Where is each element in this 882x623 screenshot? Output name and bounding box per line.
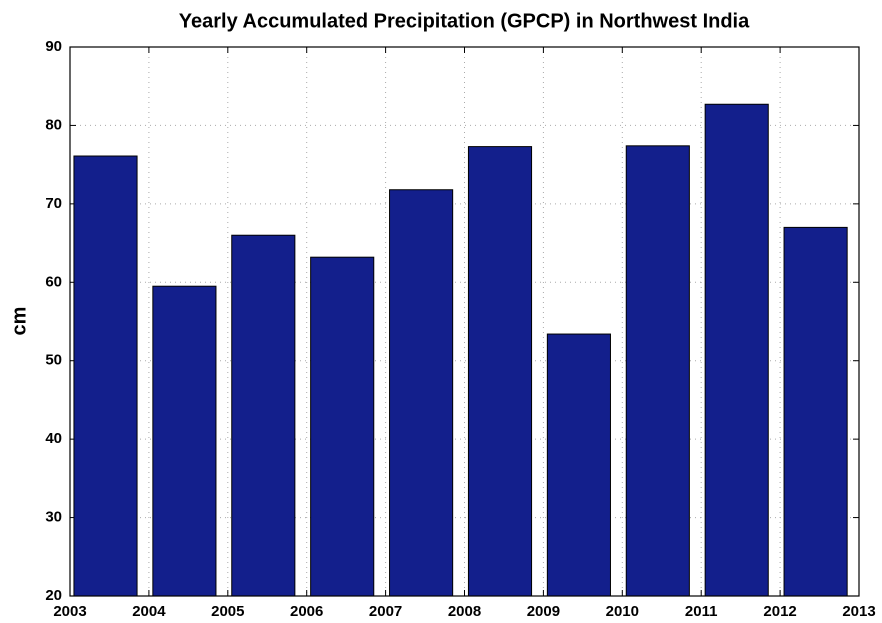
- bar: [546, 333, 611, 597]
- y-tick-label: 90: [45, 38, 62, 55]
- y-tick-label: 70: [45, 195, 62, 212]
- bar: [310, 256, 375, 597]
- x-tick-label: 2012: [763, 603, 796, 620]
- x-tick-label: 2004: [132, 603, 166, 620]
- y-tick-label: 60: [45, 273, 62, 290]
- bar: [467, 146, 533, 597]
- y-tick-label: 20: [45, 587, 62, 604]
- chart-title: Yearly Accumulated Precipitation (GPCP) …: [179, 10, 750, 32]
- y-tick-label: 50: [45, 352, 62, 369]
- bar: [73, 155, 138, 597]
- bar: [389, 189, 454, 597]
- y-tick-label: 80: [45, 116, 62, 133]
- x-tick-label: 2007: [369, 603, 402, 620]
- bar: [152, 285, 217, 597]
- x-tick-label: 2010: [606, 603, 639, 620]
- bar: [231, 234, 296, 597]
- y-axis-label: cm: [8, 307, 30, 336]
- x-tick-label: 2005: [211, 603, 244, 620]
- x-tick-label: 2013: [842, 603, 875, 620]
- x-tick-label: 2011: [685, 603, 718, 620]
- y-tick-label: 30: [45, 509, 62, 526]
- plot-frame: [69, 46, 860, 597]
- bar: [625, 145, 690, 597]
- x-tick-label: 2008: [448, 603, 481, 620]
- bar: [783, 226, 848, 597]
- bar: [704, 103, 769, 597]
- x-tick-label: 2006: [290, 603, 323, 620]
- x-tick-label: 2009: [527, 603, 560, 620]
- y-tick-label: 40: [45, 430, 62, 447]
- x-tick-label: 2003: [53, 603, 86, 620]
